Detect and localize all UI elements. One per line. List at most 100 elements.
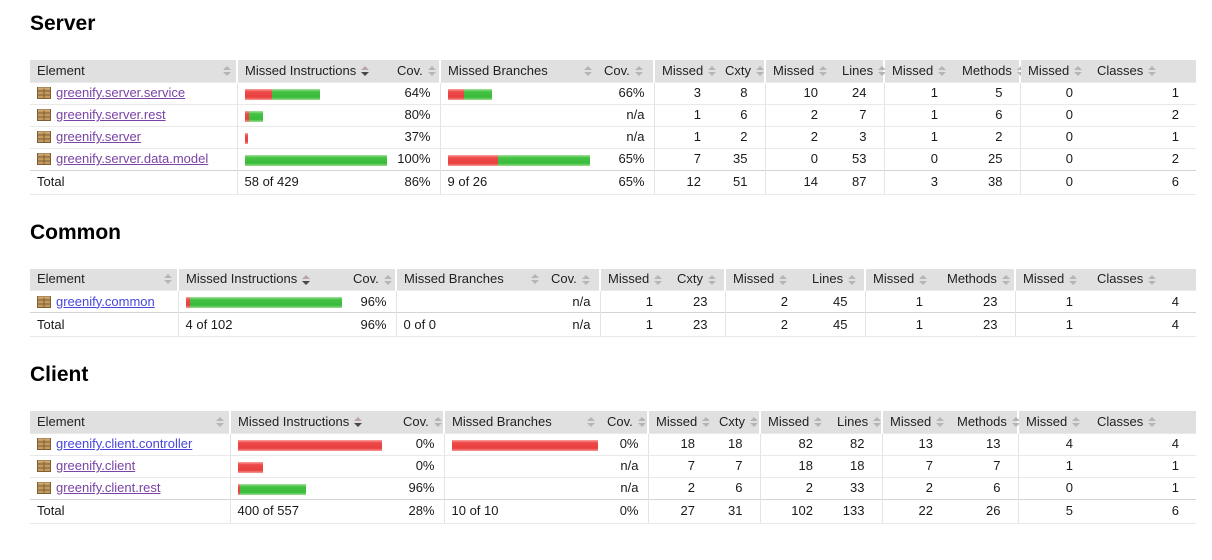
column-header-methods[interactable]: Methods [940,268,1015,291]
package-link[interactable]: greenify.server [56,129,142,144]
package-link[interactable]: greenify.common [56,293,155,309]
column-header-methods[interactable]: Methods [950,411,1020,433]
sort-up-arrow [361,66,370,71]
sort-up-arrow [1148,274,1157,279]
package-link[interactable]: greenify.client [56,458,136,473]
coverage-table-client: Element Missed Instructions Cov. Missed Bra… [30,411,1196,524]
column-header-cov-[interactable]: Cov. [597,60,654,82]
sort-down-arrow [814,423,823,428]
column-header-label: Missed [873,271,915,287]
metric-cell: 102 [759,498,830,524]
column-header-missed[interactable]: Missed [881,411,950,433]
metric-cell: 2 [881,476,950,499]
column-header-label: Missed Branches [448,62,548,78]
column-header-missed-branches[interactable]: Missed Branches [395,268,544,291]
column-header-missed[interactable]: Missed [1014,268,1090,291]
metric-cell: 7 [835,103,884,126]
column-header-missed[interactable]: Missed [759,411,830,433]
sort-icon [587,416,595,427]
package-link[interactable]: greenify.server.service [56,85,186,100]
instruction-coverage-cell: 0% [396,454,444,477]
metric-cell: 1 [1014,290,1090,313]
column-header-label: Cov. [604,62,630,78]
column-header-lines[interactable]: Lines [805,268,865,291]
sort-down-arrow [938,72,947,77]
sort-down-arrow [581,280,590,285]
package-icon [37,436,51,451]
column-header-missed-instructions[interactable]: Missed Instructions [229,411,396,433]
column-header-cov-[interactable]: Cov. [600,411,648,433]
column-header-missed[interactable]: Missed [724,268,805,291]
metric-cell: 51 [718,169,765,195]
branch-coverage-cell: n/a [544,290,600,313]
covered-bar-segment [497,154,590,166]
column-header-element[interactable]: Element [30,268,178,291]
metric-cell: 4 [1017,432,1090,455]
column-header-cov-[interactable]: Cov. [396,411,444,433]
instructions-bar-cell [229,454,396,477]
package-link[interactable]: greenify.client.rest [56,480,161,495]
column-header-element[interactable]: Element [30,411,230,433]
sort-up-arrow [654,274,663,279]
metric-cell: 0 [1019,103,1090,126]
metric-cell: 24 [835,81,884,104]
column-header-cxty[interactable]: Cxty [718,60,765,82]
package-link[interactable]: greenify.server.data.model [56,151,209,166]
branch-coverage-cell: 65% [597,169,654,195]
metric-cell: 45 [805,290,865,313]
column-header-missed[interactable]: Missed [653,60,718,82]
column-header-methods[interactable]: Methods [955,60,1025,82]
column-header-cov-[interactable]: Cov. [544,268,600,291]
header-row: Element Missed Instructions Cov. Missed Bra… [30,411,1196,433]
column-header-missed-instructions[interactable]: Missed Instructions [177,268,346,291]
column-header-missed[interactable]: Missed [864,268,940,291]
column-header-cxty[interactable]: Cxty [712,411,760,433]
column-header-classes[interactable]: Classes [1090,268,1196,291]
column-header-label: Missed Instructions [245,62,357,78]
metric-cell: 2 [1090,103,1196,126]
instruction-coverage-cell: 80% [390,103,440,126]
instruction-coverage-cell: 86% [390,169,440,195]
metric-cell: 0 [883,147,955,170]
branch-coverage-cell: 66% [597,81,654,104]
column-header-missed-branches[interactable]: Missed Branches [439,60,597,82]
column-header-missed[interactable]: Missed [1017,411,1090,433]
sort-down-arrow [531,280,539,285]
column-header-missed[interactable]: Missed [764,60,835,82]
metric-cell: 18 [647,432,712,455]
column-header-classes[interactable]: Classes [1090,411,1196,433]
column-header-missed[interactable]: Missed [647,411,712,433]
column-header-missed[interactable]: Missed [883,60,955,82]
package-link[interactable]: greenify.server.rest [56,107,166,122]
package-row: greenify.common 96% n/a 1 23 2 45 1 23 1 4 [30,290,1196,313]
column-header-lines[interactable]: Lines [830,411,882,433]
sort-up-arrow [164,274,172,279]
package-link[interactable]: greenify.client.controller [56,436,193,451]
sort-icon [1011,417,1020,428]
column-header-cxty[interactable]: Cxty [670,268,725,291]
sort-down-arrow [433,423,442,428]
instructions-bar-cell: 400 of 557 [229,498,396,524]
sort-up-arrow [1069,274,1078,279]
total-row: Total 400 of 557 28% 10 of 10 0% 27 31 102 133 22… [30,498,1196,524]
package-row: greenify.client 0% n/a 7 7 18 18 7 7 1 1 [30,454,1196,477]
column-header-missed[interactable]: Missed [1019,60,1090,82]
sort-down-arrow [873,423,882,428]
column-header-classes[interactable]: Classes [1090,60,1196,82]
column-header-cov-[interactable]: Cov. [390,60,440,82]
sort-icon [878,66,887,77]
sort-icon [873,417,882,428]
sort-icon [1074,66,1083,77]
branch-coverage-cell: 0% [600,432,648,455]
metric-cell: 4 [1090,290,1196,313]
missed-bar-segment [244,132,248,144]
column-header-lines[interactable]: Lines [835,60,887,82]
section-title-client: Client [30,363,89,386]
column-header-missed[interactable]: Missed [599,268,670,291]
column-header-missed-instructions[interactable]: Missed Instructions [236,60,390,82]
column-header-missed-branches[interactable]: Missed Branches [443,411,600,433]
column-header-cov-[interactable]: Cov. [346,268,396,291]
column-header-label: Methods [962,62,1012,78]
sort-down-arrow [702,423,711,428]
column-header-element[interactable]: Element [30,60,237,82]
